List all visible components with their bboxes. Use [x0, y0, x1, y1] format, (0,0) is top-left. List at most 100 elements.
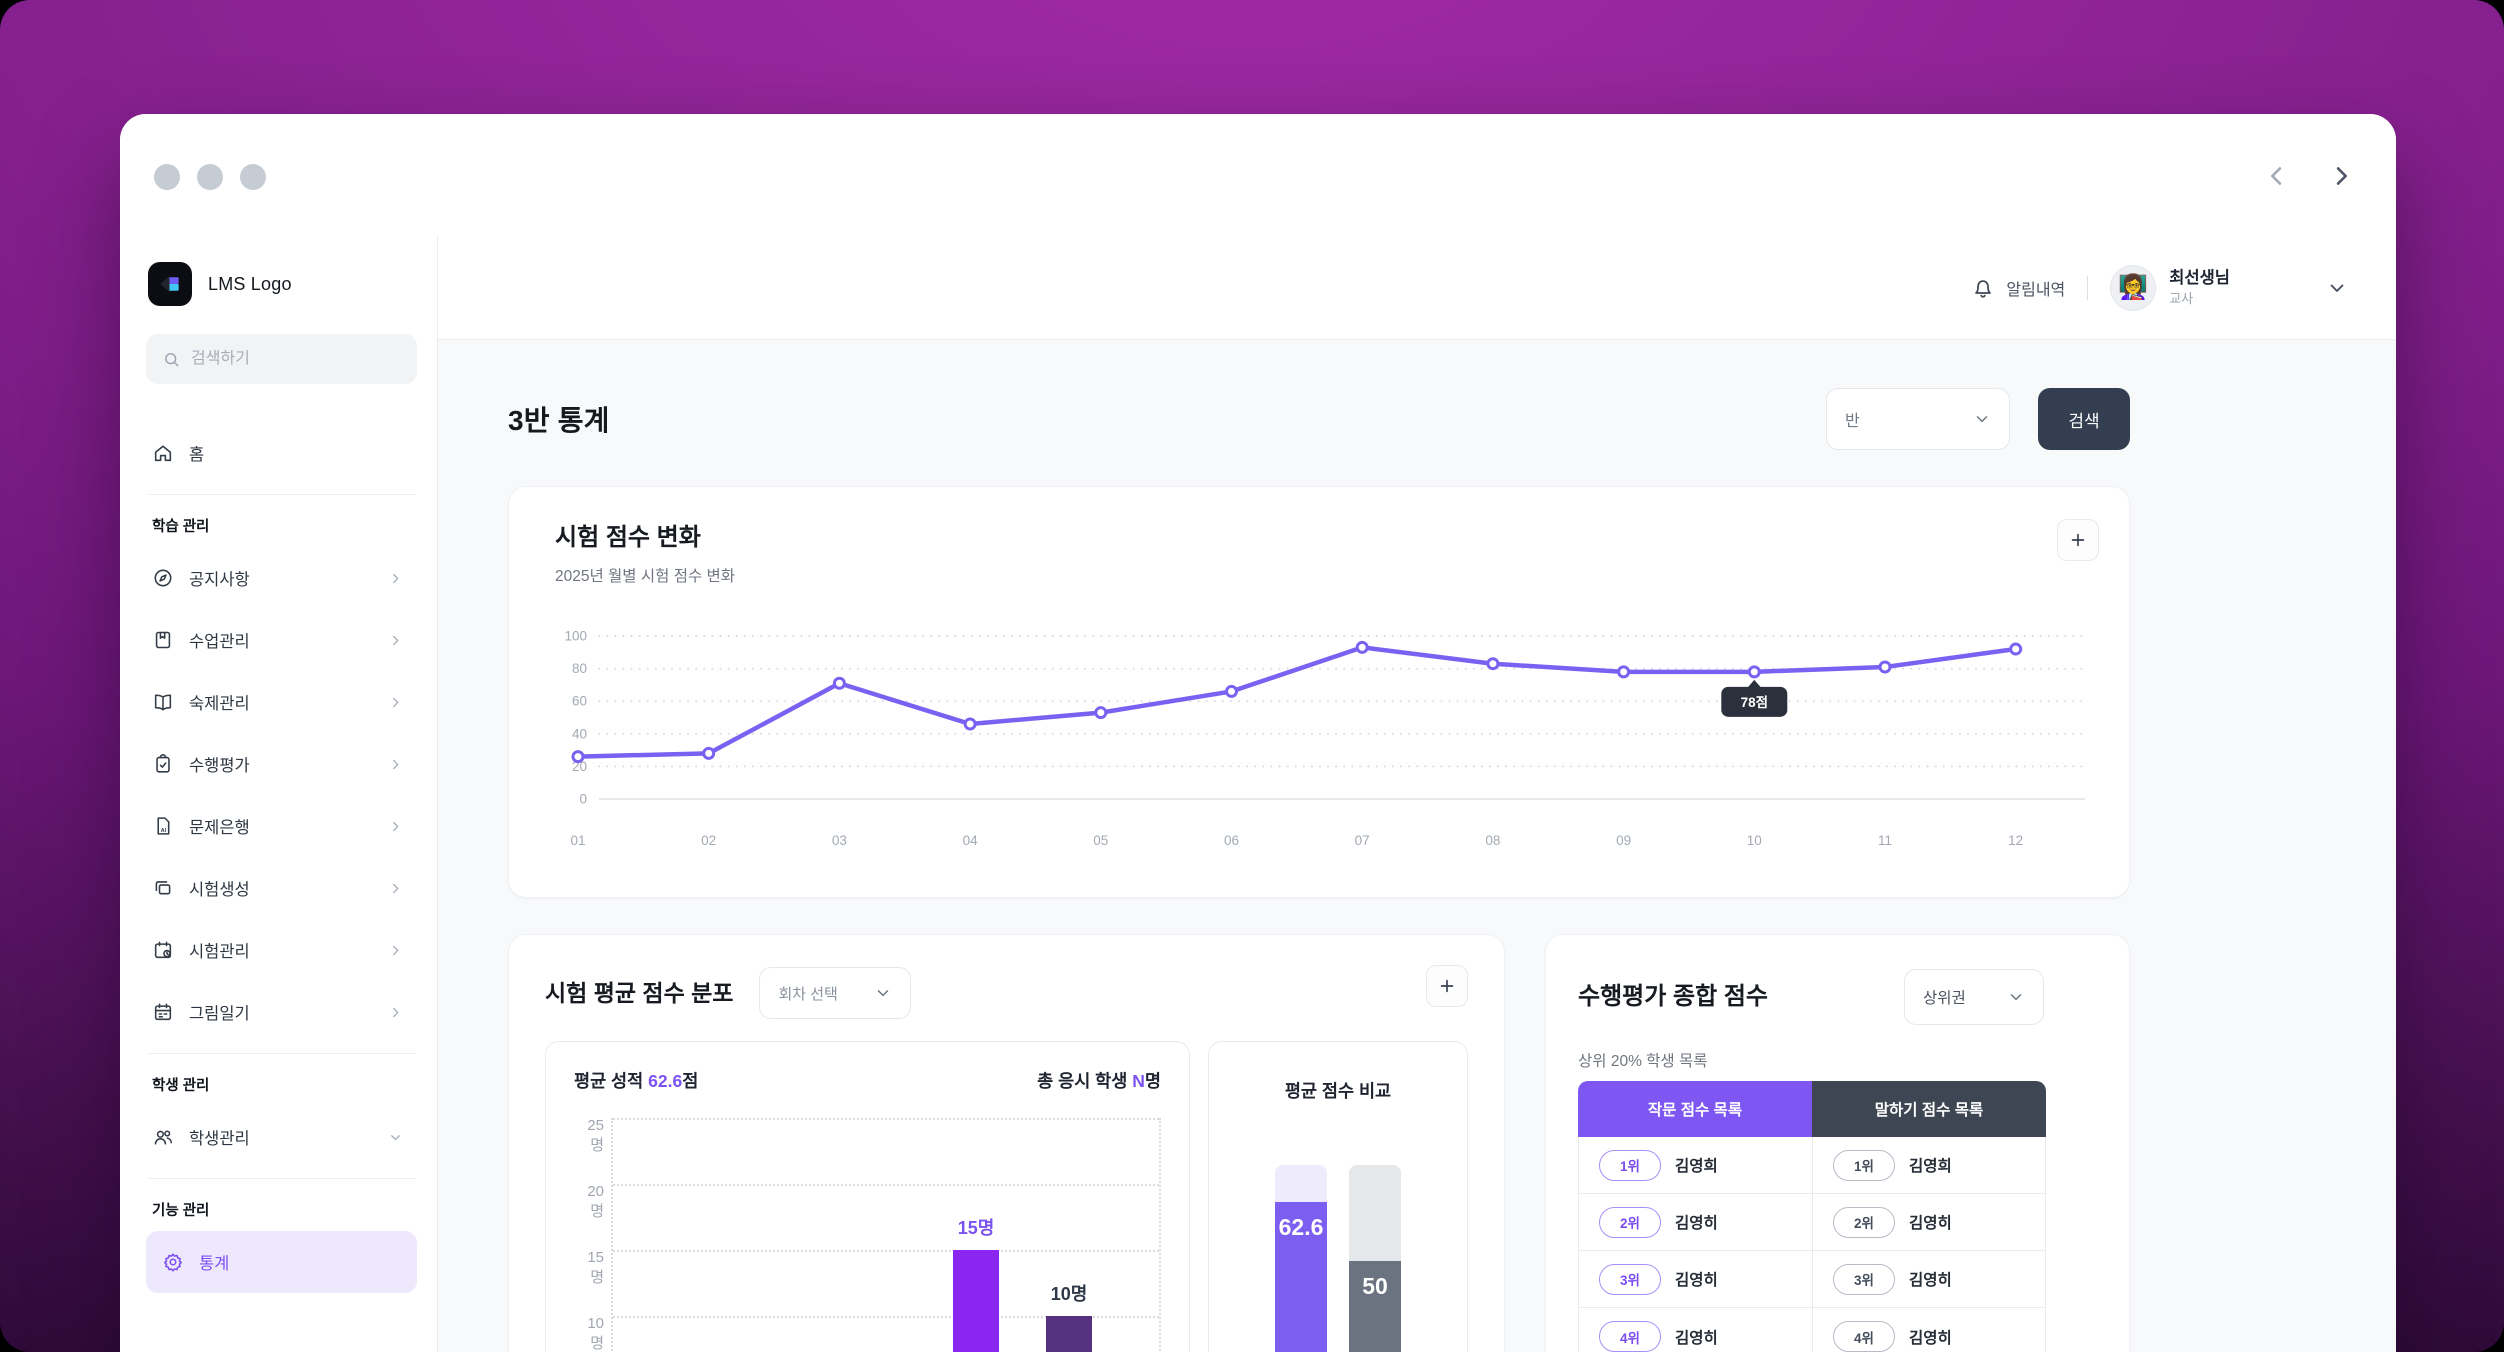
speaking-score-cell: 3위 김영히: [1812, 1251, 2045, 1307]
sidebar-item-question-bank[interactable]: AI 문제은행: [146, 795, 417, 857]
maximize-button[interactable]: [240, 164, 266, 190]
search-submit-button[interactable]: 검색: [2038, 388, 2130, 450]
chevron-right-icon: [388, 695, 403, 710]
chevron-right-icon: [388, 819, 403, 834]
window-controls: [154, 164, 266, 190]
comparison-panel: 평균 점수 비교 62.6 50: [1208, 1041, 1468, 1352]
plus-icon: [2071, 533, 2085, 547]
comparison-bar-track: 50: [1349, 1165, 1401, 1352]
table-row: 1위 김영희 1위 김영희: [1579, 1137, 2045, 1194]
average-score-stat: 평균 성적 62.6점: [574, 1071, 699, 1091]
score-distribution-card: 시험 평균 점수 분포 회차 선택: [508, 934, 1505, 1352]
rank-badge: 2위: [1599, 1206, 1661, 1238]
history-forward-button[interactable]: [2326, 162, 2356, 192]
perf-card-title: 수행평가 종합 점수: [1578, 983, 1768, 1010]
ranking-table: 작문 점수 목록 말하기 점수 목록 1위 김영희 1위 김영희 2위 김영히 2위 김영히 3…: [1578, 1081, 2046, 1352]
window-titlebar: [120, 114, 2396, 236]
sidebar-search: [146, 334, 417, 384]
calendar-icon: [152, 1001, 174, 1023]
writing-score-cell: 1위 김영희: [1579, 1137, 1812, 1193]
sidebar-item-exam-manage[interactable]: 시험관리: [146, 919, 417, 981]
class-select-value: 반: [1845, 413, 1860, 430]
rank-badge: 3위: [1833, 1263, 1895, 1295]
notifications-label: 알림내역: [2006, 281, 2066, 299]
sidebar-item-label: 학생관리: [189, 1130, 250, 1148]
trend-add-button[interactable]: [2057, 519, 2099, 561]
sidebar-item-student-manage[interactable]: 학생관리: [146, 1106, 417, 1168]
main-area: 알림내역 👩‍🏫 최선생님 교사: [438, 236, 2396, 1352]
user-name: 최선생님: [2169, 268, 2230, 287]
sidebar-item-stats[interactable]: 통계: [146, 1231, 417, 1293]
clipboard-check-icon: [152, 753, 174, 775]
writing-scores-tab[interactable]: 작문 점수 목록: [1578, 1081, 1812, 1137]
writing-score-cell: 2위 김영히: [1579, 1194, 1812, 1250]
dist-add-button[interactable]: [1426, 965, 1468, 1007]
comparison-bars: 62.6 50: [1229, 1165, 1447, 1352]
table-row: 3위 김영히 3위 김영히: [1579, 1251, 2045, 1308]
sidebar-item-label: 시험관리: [189, 943, 250, 961]
student-name: 김영히: [1675, 1329, 1718, 1347]
plus-icon: [1440, 979, 1454, 993]
histogram-bar: [953, 1250, 999, 1352]
speaking-score-cell: 2위 김영히: [1812, 1194, 2045, 1250]
sidebar-item-notice[interactable]: 공지사항: [146, 547, 417, 609]
gridline: [613, 1118, 1159, 1120]
class-select[interactable]: 반: [1826, 388, 2010, 450]
sidebar-item-performance-assess[interactable]: 수행평가: [146, 733, 417, 795]
header-divider: [2087, 275, 2089, 300]
chevron-right-icon: [388, 633, 403, 648]
sidebar-item-label: 통계: [199, 1255, 230, 1273]
svg-text:01: 01: [570, 833, 585, 848]
histogram-ytick: 15명: [587, 1249, 604, 1286]
svg-text:04: 04: [963, 833, 979, 848]
chevron-right-icon: [388, 757, 403, 772]
profile-menu[interactable]: 👩‍🏫 최선생님 교사: [2110, 264, 2230, 311]
copy-icon: [152, 877, 174, 899]
notifications-button[interactable]: 알림내역: [1970, 275, 2065, 301]
comparison-bar-fill: 62.6: [1275, 1202, 1327, 1352]
close-button[interactable]: [154, 164, 180, 190]
sidebar-item-label: 숙제관리: [189, 695, 250, 713]
comparison-bar-fill: 50: [1349, 1261, 1401, 1352]
perf-card-subtitle: 상위 20% 학생 목록: [1578, 1053, 1708, 1070]
rank-badge: 1위: [1833, 1149, 1895, 1181]
speaking-scores-tab[interactable]: 말하기 점수 목록: [1812, 1081, 2046, 1137]
history-back-button[interactable]: [2262, 162, 2292, 192]
writing-score-cell: 4위 김영히: [1579, 1308, 1812, 1352]
rank-badge: 4위: [1833, 1321, 1895, 1352]
sidebar-item-class-manage[interactable]: 수업관리: [146, 609, 417, 671]
chevron-right-icon: [388, 943, 403, 958]
score-histogram: 15명 10명 25명 20명 15명 10명: [574, 1117, 1161, 1352]
minimize-button[interactable]: [197, 164, 223, 190]
app-logo: LMS Logo: [146, 252, 417, 314]
table-row: 2위 김영히 2위 김영히: [1579, 1194, 2045, 1251]
sidebar-divider: [148, 1053, 415, 1054]
sidebar-item-label: 문제은행: [189, 819, 250, 837]
student-name: 김영히: [1675, 1272, 1718, 1289]
sidebar-item-label: 수업관리: [189, 633, 250, 651]
users-icon: [152, 1126, 174, 1148]
sidebar-item-homework-manage[interactable]: 숙제관리: [146, 671, 417, 733]
trend-card-title: 시험 점수 변화: [555, 524, 701, 551]
sidebar-item-home[interactable]: 홈: [146, 422, 417, 484]
tier-select[interactable]: 상위권: [1904, 969, 2044, 1025]
svg-text:100: 100: [564, 629, 587, 644]
total-students-stat: 총 응시 학생 N명: [1037, 1071, 1161, 1091]
search-input[interactable]: [191, 350, 401, 368]
file-ai-icon: AI: [152, 815, 174, 837]
svg-text:03: 03: [832, 833, 847, 848]
comparison-bar-value: 62.6: [1278, 1214, 1324, 1240]
chevron-down-icon: [1976, 416, 1988, 423]
svg-text:AI: AI: [161, 828, 167, 834]
sidebar-item-exam-create[interactable]: 시험생성: [146, 857, 417, 919]
sidebar-item-picture-diary[interactable]: 그림일기: [146, 981, 417, 1043]
profile-chevron-down-icon[interactable]: [2326, 277, 2348, 299]
rank-badge: 3위: [1599, 1263, 1661, 1295]
performance-score-card: 수행평가 종합 점수 상위권 상위 20% 학생 목록 작문 점: [1545, 934, 2130, 1352]
student-name: 김영희: [1909, 1158, 1952, 1175]
histogram-bar-label: 15명: [957, 1218, 995, 1238]
round-select[interactable]: 회차 선택: [759, 967, 912, 1019]
